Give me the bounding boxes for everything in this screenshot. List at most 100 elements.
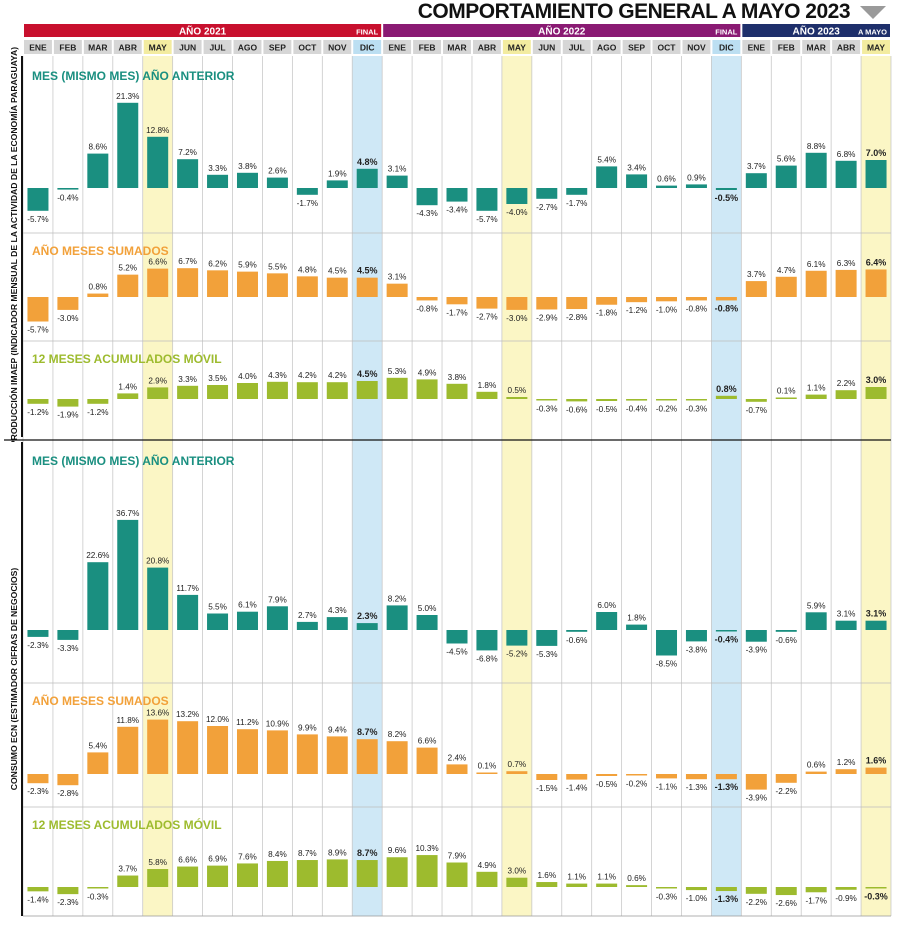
month-label: MAY <box>867 43 885 53</box>
bar <box>685 630 707 642</box>
bar <box>715 774 737 780</box>
month-label: SEP <box>269 43 286 53</box>
bar <box>416 379 438 399</box>
bar <box>296 734 318 774</box>
month-header <box>502 40 531 54</box>
bar <box>596 166 618 188</box>
data-label: 5.5% <box>208 603 227 612</box>
bar <box>446 383 468 399</box>
data-label: 3.0% <box>508 867 527 876</box>
month-label: SEP <box>628 43 645 53</box>
data-label: 6.2% <box>208 259 227 268</box>
data-label: 8.2% <box>388 594 407 603</box>
data-label: 1.9% <box>328 169 347 178</box>
data-label: 9.6% <box>388 846 407 855</box>
month-label: NOV <box>328 43 347 53</box>
data-label: -3.0% <box>57 314 78 323</box>
bar <box>596 399 618 401</box>
data-label: -2.7% <box>476 313 497 322</box>
data-label: 5.3% <box>388 367 407 376</box>
bar <box>57 297 79 310</box>
data-label: 13.2% <box>176 710 199 719</box>
month-header <box>742 40 771 54</box>
section-label: CONSUMO ECN (ESTIMADOR CIFRAS DE NEGOCIO… <box>9 568 19 791</box>
data-label: 1.2% <box>837 758 856 767</box>
bar <box>27 887 49 892</box>
data-label: -3.9% <box>746 794 767 803</box>
bar <box>356 739 378 774</box>
data-label: -4.5% <box>446 648 467 657</box>
data-label: 0.6% <box>807 761 826 770</box>
data-label: 4.7% <box>777 266 796 275</box>
month-label: ENE <box>748 43 766 53</box>
data-label: -0.5% <box>596 405 617 414</box>
bar <box>835 390 857 399</box>
data-label: 2.7% <box>298 611 317 620</box>
month-header <box>413 40 442 54</box>
year-tag: A MAYO <box>858 28 887 37</box>
data-label: 0.1% <box>478 762 497 771</box>
month-label: JUN <box>538 43 555 53</box>
data-label: 2.3% <box>357 611 378 621</box>
data-label: -1.3% <box>715 894 739 904</box>
month-label: ENE <box>29 43 47 53</box>
month-label: ABR <box>119 43 137 53</box>
data-label: 5.4% <box>597 155 616 164</box>
bar <box>835 769 857 774</box>
data-label: -0.5% <box>596 780 617 789</box>
panel-title: 12 MESES ACUMULADOS MÓVIL <box>32 817 222 832</box>
data-label: 8.2% <box>388 730 407 739</box>
month-header <box>832 40 861 54</box>
month-header <box>532 40 561 54</box>
data-label: 0.6% <box>657 175 676 184</box>
bar <box>865 887 887 889</box>
bar <box>805 612 827 630</box>
data-label: -8.5% <box>656 660 677 669</box>
bar <box>835 269 857 297</box>
month-label: MAR <box>447 43 466 53</box>
year-label: AÑO 2022 <box>538 25 586 38</box>
bar <box>656 630 678 656</box>
data-label: -1.3% <box>715 782 739 792</box>
month-label: AGO <box>238 43 258 53</box>
bar <box>207 613 229 630</box>
bar <box>296 382 318 399</box>
bar <box>87 153 109 188</box>
data-label: 36.7% <box>116 509 139 518</box>
bar <box>775 630 797 632</box>
bar <box>835 620 857 630</box>
bar <box>177 159 199 188</box>
bar <box>117 274 139 297</box>
year-tag: FINAL <box>715 28 737 37</box>
bar <box>416 615 438 630</box>
data-label: -1.9% <box>57 411 78 420</box>
data-label: 1.8% <box>478 381 497 390</box>
bar <box>536 188 558 199</box>
bar <box>117 519 139 630</box>
bar <box>775 276 797 297</box>
data-label: -0.3% <box>87 893 108 902</box>
month-header <box>143 40 172 54</box>
year-tag: FINAL <box>356 28 378 37</box>
data-label: 6.6% <box>148 258 167 267</box>
year-label: AÑO 2023 <box>793 25 841 38</box>
month-label: FEB <box>59 43 76 53</box>
bar <box>207 270 229 297</box>
data-label: 6.6% <box>418 737 437 746</box>
data-label: 3.8% <box>238 162 257 171</box>
data-label: 6.9% <box>208 855 227 864</box>
data-label: 6.8% <box>837 150 856 159</box>
bar <box>236 383 258 399</box>
month-label: ABR <box>478 43 496 53</box>
bar <box>506 397 528 399</box>
data-label: 8.8% <box>807 142 826 151</box>
bar <box>147 268 169 297</box>
bar <box>745 630 767 642</box>
bar <box>536 882 558 887</box>
bar <box>117 102 139 188</box>
bar <box>356 623 378 630</box>
month-header <box>443 40 471 54</box>
data-label: 0.7% <box>508 760 527 769</box>
bar <box>236 729 258 774</box>
data-label: 3.1% <box>388 165 407 174</box>
